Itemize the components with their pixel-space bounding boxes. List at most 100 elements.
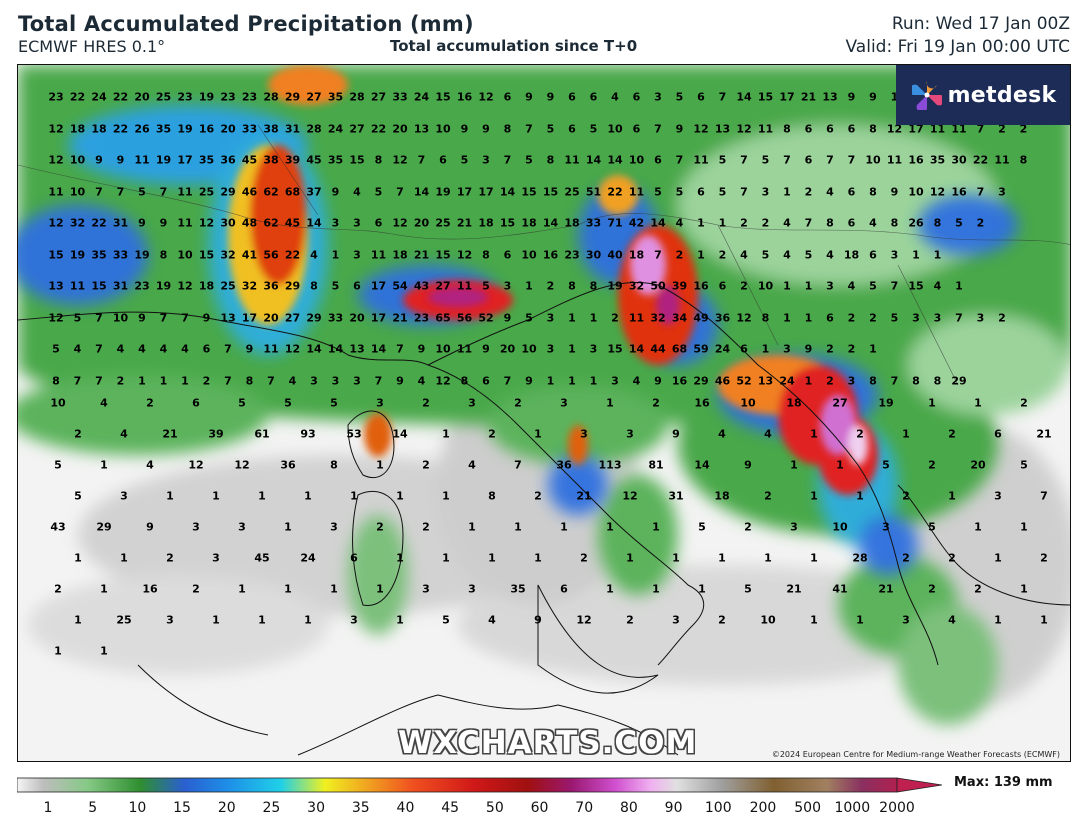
precip-value: 12	[48, 122, 64, 135]
precip-value: 1	[856, 489, 864, 503]
precip-value: 5	[698, 520, 706, 534]
precip-value: 3	[933, 311, 942, 324]
precip-value: 29	[306, 311, 322, 324]
precip-value: 51	[585, 185, 602, 198]
precip-value: 81	[648, 458, 664, 472]
precip-value: 33	[112, 248, 129, 261]
precip-value: 2	[847, 311, 856, 324]
precip-value: 4	[146, 458, 154, 472]
precip-value: 2	[761, 216, 770, 230]
precip-value: 7	[503, 153, 512, 167]
precip-value: 21	[1036, 427, 1052, 441]
precip-value: 23	[48, 90, 64, 104]
precip-value: 5	[442, 613, 450, 627]
precip-value: 10	[435, 122, 451, 135]
precip-value: 15	[435, 248, 451, 261]
precip-value: 9	[116, 153, 125, 167]
precip-value: 21	[456, 216, 473, 230]
precip-value: 25	[435, 216, 451, 230]
precip-value: 6	[482, 374, 490, 387]
precip-value: 19	[177, 122, 193, 135]
precip-value: 6	[697, 90, 705, 104]
precip-value: 1	[783, 311, 791, 324]
precip-value: 2	[422, 396, 430, 410]
precip-value: 4	[353, 185, 361, 198]
precip-value: 18	[786, 396, 802, 410]
precip-value: 8	[761, 311, 770, 324]
precip-value: 3	[890, 248, 899, 261]
precip-value: 13	[757, 374, 774, 387]
precip-value: 39	[208, 427, 224, 441]
precip-value: 29	[951, 374, 967, 387]
precip-value: 29	[96, 520, 112, 534]
precip-value: 7	[525, 122, 533, 135]
precip-value: 16	[951, 185, 967, 198]
precip-value: 26	[908, 216, 924, 230]
precip-value: 2	[611, 311, 619, 324]
model-label: ECMWF HRES 0.1°	[18, 37, 166, 56]
precip-value: 8	[460, 374, 469, 387]
precip-value: 3	[546, 342, 555, 356]
precip-value: 23	[564, 248, 580, 261]
precip-value: 1	[514, 520, 522, 534]
precip-value: 7	[159, 311, 168, 324]
precip-value: 54	[392, 279, 408, 293]
precip-value: 1	[761, 342, 770, 356]
precip-value: 10	[865, 153, 881, 167]
precip-value: 1	[396, 489, 404, 503]
precip-value: 7	[740, 153, 748, 167]
precip-value: 13	[349, 342, 365, 356]
precip-value: 12	[736, 122, 752, 135]
precip-value: 12	[478, 90, 494, 104]
precip-value: 8	[310, 279, 318, 293]
precip-value: 39	[284, 153, 301, 167]
precip-value: 16	[198, 122, 215, 135]
precip-value: 18	[843, 248, 860, 261]
precip-value: 17	[908, 122, 924, 135]
precip-value: 5	[525, 311, 533, 324]
precip-value: 29	[284, 279, 301, 293]
scale-tick-label: 60	[530, 800, 549, 816]
precip-value: 3	[546, 311, 555, 324]
precip-value: 31	[112, 279, 129, 293]
precip-value: 23	[413, 311, 430, 324]
precip-value: 7	[396, 185, 404, 198]
precip-value: 3	[422, 582, 430, 596]
wxcharts-watermark: WXCHARTS.COM	[398, 725, 698, 761]
precip-value: 7	[1040, 489, 1048, 503]
precip-value: 9	[503, 311, 512, 324]
precip-value: 14	[499, 185, 516, 198]
precip-value: 1	[836, 458, 844, 472]
precip-value: 44	[650, 342, 666, 356]
precip-value: 4	[847, 279, 856, 293]
precip-value: 45	[241, 153, 258, 167]
precip-value: 1	[718, 551, 726, 565]
precip-value: 16	[142, 582, 158, 596]
precip-value: 18	[392, 248, 408, 261]
precip-value: 23	[177, 90, 193, 104]
precip-value: 3	[482, 153, 490, 167]
scale-tick-label: 200	[749, 800, 777, 816]
precip-value: 1	[804, 374, 813, 387]
precip-value: 1	[810, 613, 818, 627]
precip-value: 8	[482, 248, 490, 261]
precip-value: 16	[456, 90, 473, 104]
precip-value: 1	[974, 396, 982, 410]
precip-value: 7	[417, 153, 426, 167]
precip-value: 7	[503, 374, 512, 387]
precip-value: 3	[376, 396, 384, 410]
precip-value: 10	[832, 520, 848, 534]
precip-value: 5	[955, 216, 963, 230]
precip-value: 6	[847, 185, 856, 198]
precip-value: 4	[826, 248, 834, 261]
precip-value: 29	[284, 90, 301, 104]
precip-value: 32	[628, 279, 645, 293]
precip-value: 2	[54, 582, 62, 596]
precip-value: 14	[370, 342, 387, 356]
precip-value: 1	[212, 489, 220, 503]
precip-value: 6	[353, 279, 361, 293]
precip-value: 5	[869, 279, 877, 293]
precip-value: 11	[886, 153, 903, 167]
precip-value: 8	[933, 374, 942, 387]
precip-value: 17	[478, 185, 494, 198]
